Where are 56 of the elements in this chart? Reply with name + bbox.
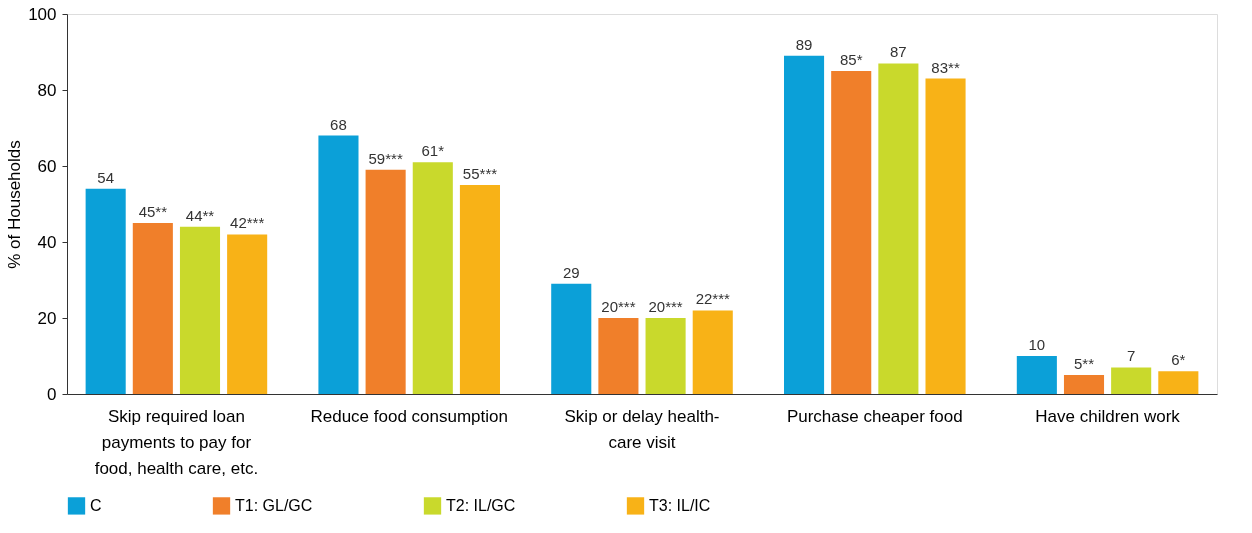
bar xyxy=(318,135,359,394)
legend-label: T2: IL/GC xyxy=(446,496,516,514)
y-tick-label: 20 xyxy=(37,308,57,328)
y-axis-title: % of Households xyxy=(5,140,25,269)
data-label: 29 xyxy=(562,263,580,281)
bar xyxy=(227,234,268,394)
bar xyxy=(925,78,966,394)
legend-label: T1: GL/GC xyxy=(235,496,313,514)
data-label: 68 xyxy=(330,115,347,133)
y-tick-label: 60 xyxy=(37,156,57,176)
data-label: 61* xyxy=(421,142,445,160)
data-label: 59*** xyxy=(368,149,403,167)
data-label: 5** xyxy=(1073,355,1095,372)
bar xyxy=(1016,356,1057,394)
bar xyxy=(692,310,733,394)
data-label: 83** xyxy=(931,58,960,76)
legend-label: C xyxy=(90,496,102,514)
bar xyxy=(831,71,872,394)
x-tick-label: Have children work xyxy=(1035,406,1181,426)
data-label: 44** xyxy=(185,206,215,224)
y-tick-label: 40 xyxy=(37,232,57,252)
bar xyxy=(598,318,639,394)
y-tick-label: 100 xyxy=(28,4,57,24)
bar xyxy=(645,318,686,394)
data-label: 10 xyxy=(1028,336,1046,353)
bar xyxy=(878,63,919,394)
data-label: 20*** xyxy=(601,298,636,315)
data-label: 89 xyxy=(795,35,813,53)
x-tick-label: Skip or delay health-care visit xyxy=(564,406,720,452)
bar xyxy=(85,188,126,394)
bar xyxy=(179,226,221,394)
legend-label: T3: IL/IC xyxy=(649,496,711,514)
bar xyxy=(1111,367,1152,394)
bar xyxy=(132,223,173,394)
bar xyxy=(365,169,406,394)
data-label: 87 xyxy=(890,43,907,61)
x-tick-label: Reduce food consumption xyxy=(310,406,508,426)
bar xyxy=(551,283,592,394)
data-label: 22*** xyxy=(695,290,730,308)
data-label: 6* xyxy=(1171,351,1186,369)
data-label: 85* xyxy=(839,51,863,68)
bar xyxy=(459,185,500,394)
bar xyxy=(784,55,825,394)
data-label: 55*** xyxy=(462,165,498,182)
data-label: 42*** xyxy=(230,214,265,232)
data-label: 54 xyxy=(97,168,115,186)
data-label: 20*** xyxy=(648,298,683,315)
bar xyxy=(1063,375,1105,394)
y-tick-label: 0 xyxy=(47,384,57,404)
bar xyxy=(1158,371,1199,394)
bar xyxy=(412,162,453,394)
data-label: 45** xyxy=(138,203,168,220)
data-label: 7 xyxy=(1127,347,1136,365)
x-tick-label: Skip required loan payments to pay for food, health care, etc. xyxy=(94,406,259,478)
x-tick-label: Purchase cheaper food xyxy=(786,406,963,426)
y-tick-label: 80 xyxy=(37,80,57,100)
